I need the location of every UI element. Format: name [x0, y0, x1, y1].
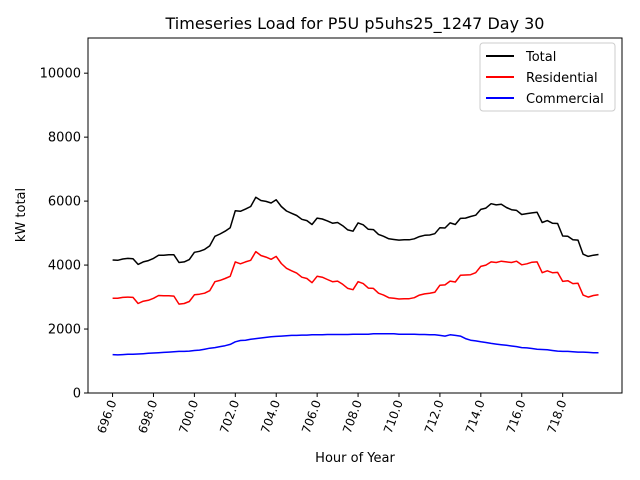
y-tick-label: 2000	[48, 323, 81, 338]
x-axis: 696.0 698.0 700.0 702.0 704.0 706.0 708.0 710.0…	[94, 393, 569, 435]
axes-frame	[87, 37, 623, 394]
legend-box	[479, 42, 616, 112]
plot-area	[112, 196, 599, 356]
y-tick-label: 8000	[48, 131, 81, 146]
x-tick-label: 712.0	[422, 398, 447, 435]
y-tick-label: 0	[73, 387, 81, 402]
x-tick-label: 700.0	[176, 398, 201, 435]
y-tick-label: 6000	[48, 195, 81, 210]
y-axis-label: kW total	[14, 188, 29, 242]
x-tick-label: 714.0	[463, 398, 488, 435]
x-tick-label: 706.0	[299, 398, 324, 435]
y-tick-label: 10000	[40, 67, 81, 82]
series-line-total	[112, 196, 599, 266]
x-tick-label: 698.0	[135, 398, 160, 435]
x-tick-label: 710.0	[381, 398, 406, 435]
legend-label: Total	[525, 50, 556, 65]
x-tick-label: 718.0	[545, 398, 570, 435]
legend-label: Commercial	[526, 92, 604, 107]
legend: Total Residential Commercial	[479, 42, 616, 112]
series-line-residential	[112, 250, 599, 305]
x-tick-label: 716.0	[504, 398, 529, 435]
x-tick-label: 702.0	[217, 398, 242, 435]
series-line-commercial	[112, 333, 599, 356]
x-tick-label: 704.0	[258, 398, 283, 435]
x-tick-label: 708.0	[340, 398, 365, 435]
x-axis-label: Hour of Year	[315, 451, 395, 466]
legend-label: Residential	[526, 71, 598, 86]
y-tick-label: 4000	[48, 259, 81, 274]
chart-title: Timeseries Load for P5U p5uhs25_1247 Day…	[165, 14, 545, 34]
y-axis: 0 2000 4000 6000 8000 10000	[40, 67, 88, 402]
x-tick-label: 696.0	[94, 398, 119, 435]
